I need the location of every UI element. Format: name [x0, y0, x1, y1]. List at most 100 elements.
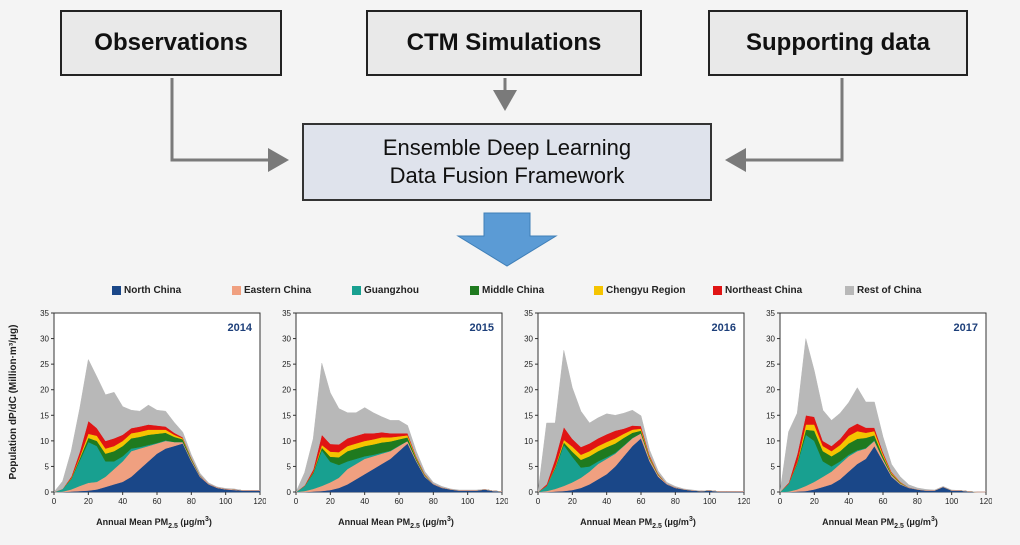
y-tick-label: 5 [287, 462, 292, 471]
chart-legend: North China Eastern China Guangzhou Middle … [0, 285, 1020, 301]
x-axis-label: Annual Mean PM2.5 (μg/m3) [822, 516, 938, 530]
y-tick-label: 15 [282, 411, 291, 420]
area-rest-of-china [537, 350, 744, 493]
y-tick-label: 10 [282, 437, 291, 446]
x-tick-label: 100 [461, 497, 475, 506]
x-tick-label: 40 [118, 497, 127, 506]
x-tick-label: 0 [294, 497, 299, 506]
chart-panel-2017: 0 20 40 60 80 100 120 0 5 10 15 20 25 30 35 2017 Annual … [752, 309, 993, 534]
y-tick-label: 5 [529, 462, 534, 471]
fusion-title-line-1: Ensemble Deep Learning [382, 135, 632, 160]
panel-title: 2016 [712, 322, 736, 334]
legend-label: Eastern China [244, 285, 312, 296]
x-tick-label: 0 [778, 497, 783, 506]
y-tick-label: 10 [766, 437, 775, 446]
observations-label: Observations [94, 29, 248, 56]
x-tick-label: 100 [703, 497, 717, 506]
y-tick-label: 0 [529, 488, 534, 497]
legend-swatch [594, 286, 603, 295]
legend-label: Guangzhou [364, 285, 419, 296]
x-tick-label: 60 [395, 497, 404, 506]
y-tick-label: 5 [771, 462, 776, 471]
panel-title: 2017 [954, 322, 978, 334]
y-tick-label: 5 [45, 462, 50, 471]
x-tick-label: 80 [913, 497, 922, 506]
y-axis-label: Population dP/dC (Million·m³/μg) [8, 324, 19, 480]
legend-label: Rest of China [857, 285, 922, 296]
y-tick-label: 20 [282, 386, 291, 395]
x-tick-label: 80 [187, 497, 196, 506]
stacked-area-chart: 0 20 40 60 80 100 120 0 5 10 15 20 25 30 35 2017 [766, 309, 993, 506]
y-tick-label: 0 [771, 488, 776, 497]
x-tick-label: 80 [671, 497, 680, 506]
chart-panel-2016: 0 20 40 60 80 100 120 0 5 10 15 20 25 30 35 2016 Annual … [510, 309, 751, 534]
x-tick-label: 60 [879, 497, 888, 506]
supporting-data-box: Supporting data [708, 10, 968, 76]
x-tick-label: 80 [429, 497, 438, 506]
observations-box: Observations [60, 10, 282, 76]
x-tick-label: 0 [52, 497, 57, 506]
y-tick-label: 10 [524, 437, 533, 446]
y-tick-label: 0 [45, 488, 50, 497]
x-tick-label: 20 [568, 497, 577, 506]
y-tick-label: 25 [40, 360, 49, 369]
fusion-title-line-2: Data Fusion Framework [389, 163, 625, 188]
legend-swatch [112, 286, 121, 295]
y-tick-label: 25 [282, 360, 291, 369]
y-tick-label: 10 [40, 437, 49, 446]
y-tick-label: 0 [287, 488, 292, 497]
legend-item-rest-of-china: Rest of China [845, 285, 921, 296]
y-tick-label: 15 [524, 411, 533, 420]
ctm-simulations-box: CTM Simulations [366, 10, 642, 76]
x-tick-label: 40 [360, 497, 369, 506]
fusion-framework-box: Ensemble Deep Learning Data Fusion Frame… [302, 123, 712, 201]
x-tick-label: 100 [945, 497, 959, 506]
legend-swatch [845, 286, 854, 295]
y-tick-label: 25 [766, 360, 775, 369]
legend-swatch [232, 286, 241, 295]
y-tick-label: 20 [524, 386, 533, 395]
panel-title: 2014 [228, 322, 253, 334]
legend-label: Northeast China [725, 285, 803, 296]
x-axis-label: Annual Mean PM2.5 (μg/m3) [338, 516, 454, 530]
x-tick-label: 100 [219, 497, 233, 506]
y-tick-label: 15 [40, 411, 49, 420]
y-tick-label: 30 [282, 335, 291, 344]
x-tick-label: 40 [602, 497, 611, 506]
x-tick-label: 0 [536, 497, 541, 506]
legend-label: Middle China [482, 285, 545, 296]
legend-item-north-china: North China [112, 285, 181, 296]
x-tick-label: 20 [810, 497, 819, 506]
x-tick-label: 60 [637, 497, 646, 506]
x-axis-label: Annual Mean PM2.5 (μg/m3) [96, 516, 212, 530]
y-tick-label: 15 [766, 411, 775, 420]
area-rest-of-china [295, 363, 503, 493]
chart-panel-2015: 0 20 40 60 80 100 120 0 5 10 15 20 25 30 35 2015 Annual … [268, 309, 509, 534]
legend-item-eastern-china: Eastern China [232, 285, 311, 296]
y-tick-label: 35 [282, 309, 291, 318]
y-tick-label: 25 [524, 360, 533, 369]
y-tick-label: 35 [40, 309, 49, 318]
y-tick-label: 20 [766, 386, 775, 395]
panel-title: 2015 [470, 322, 494, 334]
supporting-data-label: Supporting data [746, 29, 930, 56]
y-tick-label: 30 [524, 335, 533, 344]
stacked-area-chart: 0 20 40 60 80 100 120 0 5 10 15 20 25 30 35 2016 [524, 309, 751, 506]
chart-panel-2014: 0 20 40 60 80 100 120 0 5 10 15 20 25 30 35 2014 Annual … [26, 309, 267, 534]
x-tick-label: 20 [326, 497, 335, 506]
x-tick-label: 120 [737, 497, 750, 506]
arrow-observations-to-fusion [170, 78, 289, 172]
ctm-simulations-label: CTM Simulations [406, 29, 602, 56]
legend-label: Chengyu Region [606, 285, 686, 296]
legend-item-northeast-china: Northeast China [713, 285, 802, 296]
stacked-area-chart: 0 20 40 60 80 100 120 0 5 10 15 20 25 30 35 2015 [282, 309, 509, 506]
arrow-supporting-to-fusion [725, 78, 844, 172]
area-rest-of-china [779, 338, 986, 493]
y-tick-label: 35 [766, 309, 775, 318]
x-tick-label: 120 [495, 497, 508, 506]
legend-item-middle-china: Middle China [470, 285, 544, 296]
x-tick-label: 120 [979, 497, 992, 506]
stacked-area-chart: 0 20 40 60 80 100 120 0 5 10 15 20 25 30 35 2014 [40, 309, 267, 506]
y-tick-label: 30 [766, 335, 775, 344]
x-tick-label: 40 [844, 497, 853, 506]
